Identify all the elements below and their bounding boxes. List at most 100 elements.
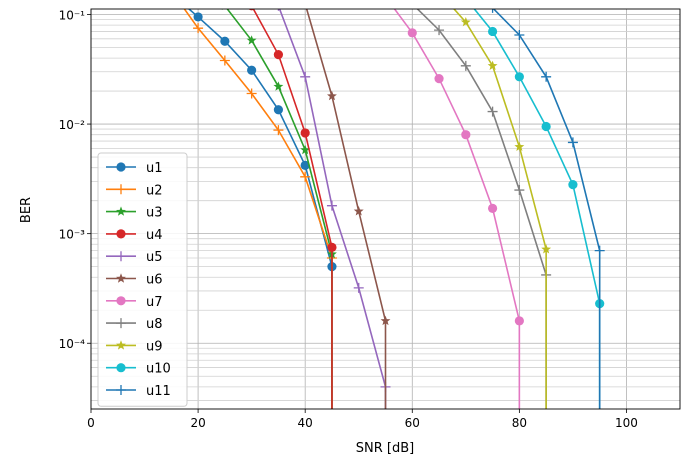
y-tick-label: 10⁻¹ [59,8,86,22]
data-point-u8 [434,25,445,36]
legend-marker [116,363,126,373]
data-point-u10 [568,180,578,190]
legend-entry: u6 [106,273,163,288]
data-point-u8 [460,60,471,71]
data-point-u7 [487,203,498,214]
data-point-u6 [380,315,391,326]
data-point-u2 [273,125,284,136]
y-tick-label: 10⁻³ [59,228,86,242]
legend-marker [116,229,126,239]
series-line-u3 [226,9,333,409]
data-point-u5 [300,71,311,82]
data-point-u7 [514,316,524,326]
data-point-u1 [247,65,257,75]
data-point-u7 [461,130,471,140]
legend-entry: u8 [106,317,163,332]
data-point-u4 [273,50,284,60]
legend-entry: u1 [106,161,163,176]
data-point-u2 [193,23,204,34]
legend-marker [116,340,126,350]
data-point-u8 [487,106,498,117]
data-point-u1 [193,12,203,22]
legend-entry: u3 [106,206,163,221]
legend-label: u3 [146,206,163,221]
series-u9 [453,9,552,409]
data-point-u7 [381,0,390,1]
legend-entry: u10 [106,362,171,377]
series-u10 [461,0,605,409]
data-point-u6 [327,90,337,101]
legend-marker [116,184,126,195]
legend-marker [116,296,126,306]
data-point-u7 [407,28,417,38]
legend-label: u4 [146,228,163,243]
legend-marker [116,251,126,262]
data-point-u9 [487,60,498,71]
legend-entry: u2 [106,183,163,198]
data-point-u9 [460,17,471,27]
axis-ticks: 0 20 40 60 80 100 10⁻¹ 10⁻² 10⁻³ 10⁻⁴ [59,8,638,430]
data-point-u9 [541,244,552,254]
legend: u1 u2 u3 u4 u5 u6 u7 u8 u9 u10 u11 [97,152,188,407]
y-axis-label: BER [19,197,34,223]
x-axis-label: SNR [dB] [356,441,414,456]
plot-frame [90,8,681,410]
data-point-u11 [541,71,552,82]
series-line-u4 [252,9,333,409]
legend-marker [116,206,126,216]
legend-entry: u7 [106,295,163,310]
data-point-u10 [461,0,470,3]
data-point-u9 [514,141,525,152]
series-u7 [381,0,524,409]
series-u6 [305,9,391,409]
data-point-u7 [434,73,444,84]
x-tick-label: 20 [190,416,205,430]
x-tick-label: 0 [87,416,95,430]
data-point-u3 [300,144,311,155]
data-point-u2 [300,171,311,182]
data-point-u1 [300,160,310,170]
data-point-u8 [407,0,417,9]
legend-entry: u5 [106,250,163,265]
series-line-u11 [492,9,601,409]
legend-marker [116,273,126,283]
data-point-u11 [491,9,494,13]
data-point-u2 [246,88,257,99]
legend-marker [116,318,126,329]
series-u11 [491,9,605,409]
series-u1 [187,9,337,409]
series-u4 [248,9,337,409]
data-point-u11 [594,245,605,256]
legend-label: u2 [146,183,163,198]
series-u2 [183,9,337,409]
legend-label: u6 [146,273,163,288]
data-point-u6 [353,206,364,216]
data-point-u10 [514,72,524,82]
x-tick-label: 60 [405,416,420,430]
data-point-u10 [487,26,498,37]
legend-label: u9 [146,339,163,354]
data-point-u10 [541,121,551,132]
data-point-u3 [273,81,284,91]
data-point-u4 [300,128,310,138]
data-point-u1 [220,36,230,46]
data-point-u11 [567,137,578,148]
y-tick-label: 10⁻² [59,118,86,132]
data-point-u8 [514,185,525,196]
data-point-u11 [514,29,525,40]
series-line-u7 [393,9,521,409]
legend-entry: u9 [106,339,163,354]
data-point-u5 [353,282,364,293]
data-point-u5 [326,200,337,211]
x-tick-label: 80 [512,416,527,430]
data-point-u2 [219,55,230,66]
data-point-u4 [327,242,337,252]
x-tick-label: 40 [298,416,313,430]
legend-entry: u11 [106,384,171,399]
data-point-u1 [273,105,284,115]
series-line-u10 [473,9,601,409]
legend-label: u10 [146,362,171,377]
legend-label: u5 [146,250,163,265]
legend-label: u7 [146,295,163,310]
